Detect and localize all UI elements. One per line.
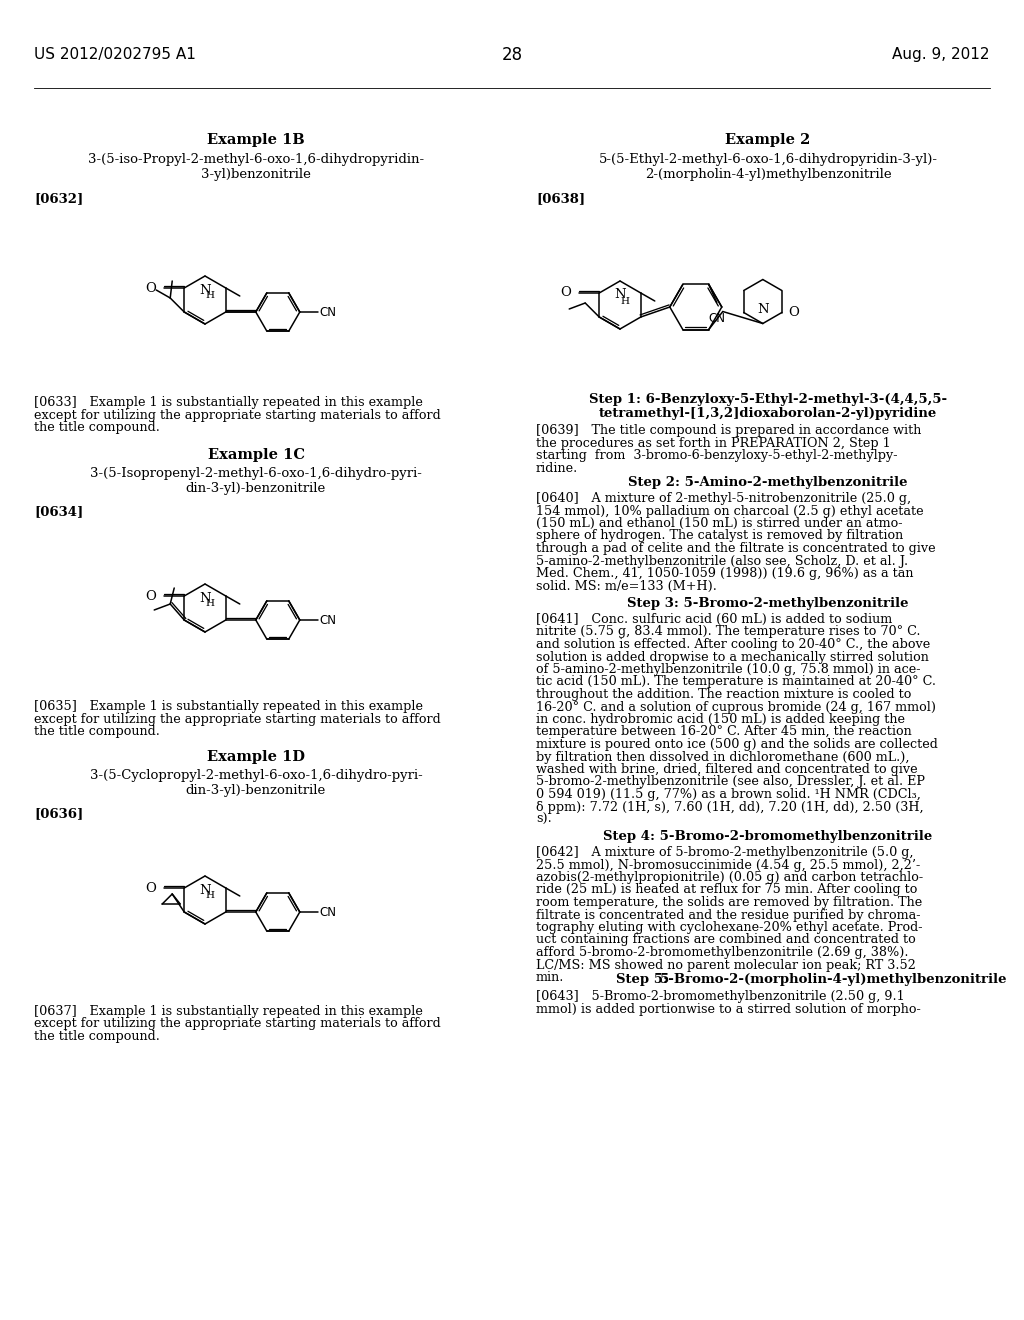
Text: [0632]: [0632] <box>34 191 83 205</box>
Text: [0640] A mixture of 2-methyl-5-nitrobenzonitrile (25.0 g,: [0640] A mixture of 2-methyl-5-nitrobenz… <box>536 492 911 506</box>
Text: 5-Bromo-2-(morpholin-4-yl)methylbenzonitrile: 5-Bromo-2-(morpholin-4-yl)methylbenzonit… <box>660 973 1008 986</box>
Text: 25.5 mmol), N-bromosuccinimide (4.54 g, 25.5 mmol), 2,2’-: 25.5 mmol), N-bromosuccinimide (4.54 g, … <box>536 858 921 871</box>
Text: 3-yl)benzonitrile: 3-yl)benzonitrile <box>201 168 311 181</box>
Text: afford 5-bromo-2-bromomethylbenzonitrile (2.69 g, 38%).: afford 5-bromo-2-bromomethylbenzonitrile… <box>536 946 908 960</box>
Text: throughout the addition. The reaction mixture is cooled to: throughout the addition. The reaction mi… <box>536 688 911 701</box>
Text: H: H <box>621 297 630 305</box>
Text: N: N <box>200 284 211 297</box>
Text: O: O <box>560 286 570 300</box>
Text: min.: min. <box>536 972 564 983</box>
Text: [0643] 5-Bromo-2-bromomethylbenzonitrile (2.50 g, 9.1: [0643] 5-Bromo-2-bromomethylbenzonitrile… <box>536 990 904 1003</box>
Text: Step 5:: Step 5: <box>616 973 668 986</box>
Text: δ ppm): 7.72 (1H, s), 7.60 (1H, dd), 7.20 (1H, dd), 2.50 (3H,: δ ppm): 7.72 (1H, s), 7.60 (1H, dd), 7.2… <box>536 800 924 813</box>
Text: 5-bromo-2-methylbenzonitrile (see also, Dressler, J. et al. EP: 5-bromo-2-methylbenzonitrile (see also, … <box>536 776 925 788</box>
Text: [0639] The title compound is prepared in accordance with: [0639] The title compound is prepared in… <box>536 424 922 437</box>
Text: tography eluting with cyclohexane-20% ethyl acetate. Prod-: tography eluting with cyclohexane-20% et… <box>536 921 923 935</box>
Text: [0634]: [0634] <box>34 506 83 517</box>
Text: H: H <box>206 599 214 609</box>
Text: din-3-yl)-benzonitrile: din-3-yl)-benzonitrile <box>186 784 326 797</box>
Text: ride (25 mL) is heated at reflux for 75 min. After cooling to: ride (25 mL) is heated at reflux for 75 … <box>536 883 918 896</box>
Text: the title compound.: the title compound. <box>34 421 160 434</box>
Text: room temperature, the solids are removed by filtration. The: room temperature, the solids are removed… <box>536 896 923 909</box>
Text: mmol) is added portionwise to a stirred solution of morpho-: mmol) is added portionwise to a stirred … <box>536 1002 921 1015</box>
Text: CN: CN <box>319 305 337 318</box>
Text: azobis(2-methylpropionitrile) (0.05 g) and carbon tetrachlo-: azobis(2-methylpropionitrile) (0.05 g) a… <box>536 871 923 884</box>
Text: starting  from  3-bromo-6-benzyloxy-5-ethyl-2-methylpy-: starting from 3-bromo-6-benzyloxy-5-ethy… <box>536 449 897 462</box>
Text: Med. Chem., 41, 1050-1059 (1998)) (19.6 g, 96%) as a tan: Med. Chem., 41, 1050-1059 (1998)) (19.6 … <box>536 568 913 579</box>
Text: O: O <box>144 882 156 895</box>
Text: O: O <box>788 306 800 319</box>
Text: solid. MS: m/e=133 (M+H).: solid. MS: m/e=133 (M+H). <box>536 579 717 593</box>
Text: 154 mmol), 10% palladium on charcoal (2.5 g) ethyl acetate: 154 mmol), 10% palladium on charcoal (2.… <box>536 504 924 517</box>
Text: tetramethyl-[1,3,2]dioxaborolan-2-yl)pyridine: tetramethyl-[1,3,2]dioxaborolan-2-yl)pyr… <box>599 407 937 420</box>
Text: the title compound.: the title compound. <box>34 1030 160 1043</box>
Text: and solution is effected. After cooling to 20-40° C., the above: and solution is effected. After cooling … <box>536 638 930 651</box>
Text: [0636]: [0636] <box>34 807 83 820</box>
Text: of 5-amino-2-methylbenzonitrile (10.0 g, 75.8 mmol) in ace-: of 5-amino-2-methylbenzonitrile (10.0 g,… <box>536 663 921 676</box>
Text: 3-(5-Cyclopropyl-2-methyl-6-oxo-1,6-dihydro-pyri-: 3-(5-Cyclopropyl-2-methyl-6-oxo-1,6-dihy… <box>90 770 422 781</box>
Text: [0641] Conc. sulfuric acid (60 mL) is added to sodium: [0641] Conc. sulfuric acid (60 mL) is ad… <box>536 612 892 626</box>
Text: filtrate is concentrated and the residue purified by chroma-: filtrate is concentrated and the residue… <box>536 908 921 921</box>
Text: Step 2: 5-Amino-2-methylbenzonitrile: Step 2: 5-Amino-2-methylbenzonitrile <box>629 477 907 488</box>
Text: N: N <box>200 591 211 605</box>
Text: H: H <box>206 891 214 900</box>
Text: O: O <box>144 281 156 294</box>
Text: [0633] Example 1 is substantially repeated in this example: [0633] Example 1 is substantially repeat… <box>34 396 423 409</box>
Text: H: H <box>206 292 214 301</box>
Text: N: N <box>757 304 769 315</box>
Text: Example 2: Example 2 <box>725 133 811 147</box>
Text: LC/MS: MS showed no parent molecular ion peak; RT 3.52: LC/MS: MS showed no parent molecular ion… <box>536 958 915 972</box>
Text: N: N <box>200 883 211 896</box>
Text: washed with brine, dried, filtered and concentrated to give: washed with brine, dried, filtered and c… <box>536 763 918 776</box>
Text: Example 1B: Example 1B <box>207 133 305 147</box>
Text: except for utilizing the appropriate starting materials to afford: except for utilizing the appropriate sta… <box>34 408 440 421</box>
Text: Example 1C: Example 1C <box>208 447 304 462</box>
Text: N: N <box>614 289 626 301</box>
Text: temperature between 16-20° C. After 45 min, the reaction: temperature between 16-20° C. After 45 m… <box>536 726 911 738</box>
Text: except for utilizing the appropriate starting materials to afford: except for utilizing the appropriate sta… <box>34 713 440 726</box>
Text: 5-(5-Ethyl-2-methyl-6-oxo-1,6-dihydropyridin-3-yl)-: 5-(5-Ethyl-2-methyl-6-oxo-1,6-dihydropyr… <box>598 153 938 166</box>
Text: [0637] Example 1 is substantially repeated in this example: [0637] Example 1 is substantially repeat… <box>34 1005 423 1018</box>
Text: (150 mL) and ethanol (150 mL) is stirred under an atmo-: (150 mL) and ethanol (150 mL) is stirred… <box>536 517 902 531</box>
Text: through a pad of celite and the filtrate is concentrated to give: through a pad of celite and the filtrate… <box>536 543 936 554</box>
Text: in conc. hydrobromic acid (150 mL) is added keeping the: in conc. hydrobromic acid (150 mL) is ad… <box>536 713 905 726</box>
Text: 16-20° C. and a solution of cuprous bromide (24 g, 167 mmol): 16-20° C. and a solution of cuprous brom… <box>536 701 936 714</box>
Text: mixture is poured onto ice (500 g) and the solids are collected: mixture is poured onto ice (500 g) and t… <box>536 738 938 751</box>
Text: sphere of hydrogen. The catalyst is removed by filtration: sphere of hydrogen. The catalyst is remo… <box>536 529 903 543</box>
Text: s).: s). <box>536 813 552 826</box>
Text: din-3-yl)-benzonitrile: din-3-yl)-benzonitrile <box>186 482 326 495</box>
Text: 2-(morpholin-4-yl)methylbenzonitrile: 2-(morpholin-4-yl)methylbenzonitrile <box>645 168 891 181</box>
Text: by filtration then dissolved in dichloromethane (600 mL.),: by filtration then dissolved in dichloro… <box>536 751 909 763</box>
Text: tic acid (150 mL). The temperature is maintained at 20-40° C.: tic acid (150 mL). The temperature is ma… <box>536 676 936 689</box>
Text: Step 1: 6-Benzyloxy-5-Ethyl-2-methyl-3-(4,4,5,5-: Step 1: 6-Benzyloxy-5-Ethyl-2-methyl-3-(… <box>589 393 947 407</box>
Text: solution is added dropwise to a mechanically stirred solution: solution is added dropwise to a mechanic… <box>536 651 929 664</box>
Text: US 2012/0202795 A1: US 2012/0202795 A1 <box>34 48 196 62</box>
Text: 3-(5-Isopropenyl-2-methyl-6-oxo-1,6-dihydro-pyri-: 3-(5-Isopropenyl-2-methyl-6-oxo-1,6-dihy… <box>90 467 422 480</box>
Text: the procedures as set forth in PREPARATION 2, Step 1: the procedures as set forth in PREPARATI… <box>536 437 891 450</box>
Text: 0 594 019) (11.5 g, 77%) as a brown solid. ¹H NMR (CDCl₃,: 0 594 019) (11.5 g, 77%) as a brown soli… <box>536 788 921 801</box>
Text: except for utilizing the appropriate starting materials to afford: except for utilizing the appropriate sta… <box>34 1018 440 1031</box>
Text: CN: CN <box>319 906 337 919</box>
Text: Example 1D: Example 1D <box>207 750 305 764</box>
Text: ridine.: ridine. <box>536 462 579 474</box>
Text: [0642] A mixture of 5-bromo-2-methylbenzonitrile (5.0 g,: [0642] A mixture of 5-bromo-2-methylbenz… <box>536 846 913 859</box>
Text: [0638]: [0638] <box>536 191 585 205</box>
Text: O: O <box>144 590 156 602</box>
Text: 5-amino-2-methylbenzonitrile (also see, Scholz, D. et al. J.: 5-amino-2-methylbenzonitrile (also see, … <box>536 554 908 568</box>
Text: 3-(5-iso-Propyl-2-methyl-6-oxo-1,6-dihydropyridin-: 3-(5-iso-Propyl-2-methyl-6-oxo-1,6-dihyd… <box>88 153 424 166</box>
Text: nitrite (5.75 g, 83.4 mmol). The temperature rises to 70° C.: nitrite (5.75 g, 83.4 mmol). The tempera… <box>536 626 921 639</box>
Text: Step 3: 5-Bromo-2-methylbenzonitrile: Step 3: 5-Bromo-2-methylbenzonitrile <box>628 597 908 610</box>
Text: CN: CN <box>319 614 337 627</box>
Text: [0635] Example 1 is substantially repeated in this example: [0635] Example 1 is substantially repeat… <box>34 700 423 713</box>
Text: Step 4: 5-Bromo-2-bromomethylbenzonitrile: Step 4: 5-Bromo-2-bromomethylbenzonitril… <box>603 830 933 843</box>
Text: the title compound.: the title compound. <box>34 725 160 738</box>
Text: 28: 28 <box>502 46 522 63</box>
Text: CN: CN <box>709 313 725 326</box>
Text: Aug. 9, 2012: Aug. 9, 2012 <box>893 48 990 62</box>
Text: uct containing fractions are combined and concentrated to: uct containing fractions are combined an… <box>536 933 915 946</box>
